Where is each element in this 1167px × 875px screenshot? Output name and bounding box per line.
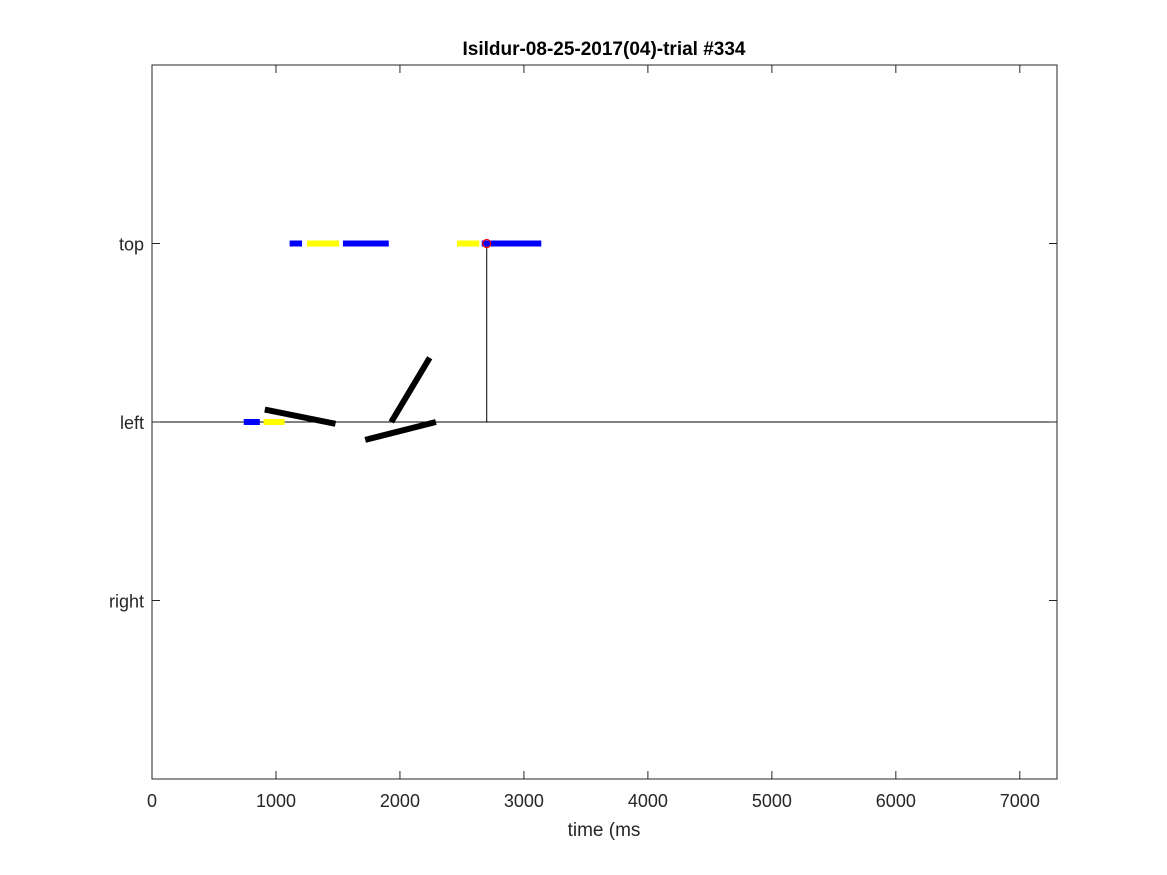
x-tick-label-1: 1000 [256, 791, 296, 811]
y-tick-label-left: left [120, 413, 144, 433]
x-tick-label-2: 2000 [380, 791, 420, 811]
y-axis-ticks: right left top [109, 235, 1057, 612]
x-tick-label-5: 5000 [752, 791, 792, 811]
saccade-stroke-1 [388, 356, 433, 424]
event-marker-0 [482, 238, 492, 249]
x-tick-label-7: 7000 [1000, 791, 1040, 811]
data-marks [152, 238, 1057, 443]
x-axis-label: time (ms [568, 820, 641, 841]
saccade-stroke-0 [264, 406, 337, 427]
y-tick-label-right: right [109, 592, 144, 612]
x-tick-label-4: 4000 [628, 791, 668, 811]
saccade-stroke-2 [364, 419, 437, 443]
y-tick-label-top: top [119, 235, 144, 255]
x-axis-ticks: 0 1000 2000 3000 4000 5000 6000 7000 [147, 65, 1040, 811]
x-tick-label-6: 6000 [876, 791, 916, 811]
plot-area: 0 1000 2000 3000 4000 5000 6000 7000 right left t… [109, 64, 1058, 811]
x-tick-label-0: 0 [147, 791, 157, 811]
x-tick-label-3: 3000 [504, 791, 544, 811]
chart-title: Isildur-08-25-2017(04)-trial #334 [462, 39, 745, 60]
